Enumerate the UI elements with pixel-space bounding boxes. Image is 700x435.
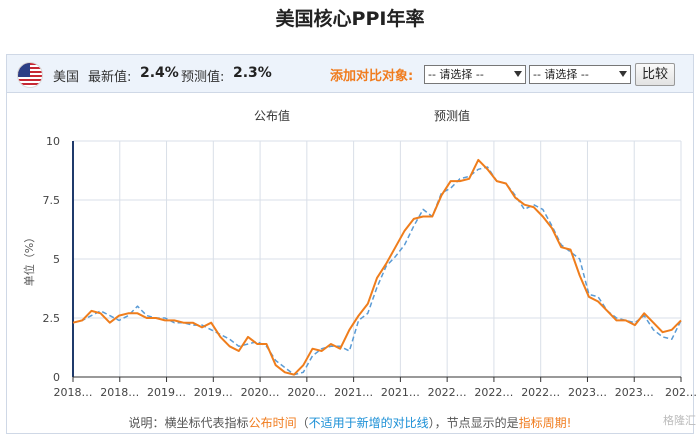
x-tick-label: 2021…: [334, 386, 373, 399]
footnote-publish-time: 公布时间: [248, 416, 297, 430]
x-tick-label: 2018…: [54, 386, 93, 399]
x-tick-label: 2023…: [615, 386, 654, 399]
page-title: 美国核心PPI年率: [275, 8, 425, 30]
compare-select-1[interactable]: -- 请选择 --: [424, 65, 526, 84]
x-tick-label: 2018…: [100, 386, 139, 399]
y-tick-label: 10: [46, 135, 60, 148]
x-tick-label: 2021…: [381, 386, 420, 399]
y-tick-label: 2.5: [43, 312, 61, 325]
x-tick-label: 2019…: [194, 386, 233, 399]
chevron-down-icon: [514, 71, 522, 77]
x-tick-label: 2022…: [428, 386, 467, 399]
series-line-actual[interactable]: [72, 158, 682, 376]
footnote-open-paren: （: [296, 416, 309, 430]
forecast-value: 2.3%: [233, 65, 272, 81]
y-axis-label: 单位（%）: [22, 232, 36, 286]
compare-select-1-value: -- 请选择 --: [428, 68, 484, 81]
x-tick-label: 202…: [665, 386, 697, 399]
legend-actual[interactable]: 公布值: [254, 109, 291, 123]
toolbar: 美国 最新值: 2.4% 预测值: 2.3% 添加对比对象: -- 请选择 --…: [7, 55, 693, 93]
y-tick-label: 0: [53, 371, 60, 384]
x-tick-label: 2019…: [147, 386, 186, 399]
footnote-prefix: 说明：横坐标代表指标: [128, 416, 249, 430]
footnote-not-applicable: 不适用于新增的对比线: [308, 416, 429, 430]
latest-value: 2.4%: [140, 65, 179, 81]
compare-select-2-value: -- 请选择 --: [533, 68, 589, 81]
footnote-suffix: !: [566, 416, 572, 430]
x-tick-label: 2023…: [568, 386, 607, 399]
x-tick-label: 2020…: [287, 386, 326, 399]
compare-button[interactable]: 比较: [635, 63, 675, 86]
compare-label: 添加对比对象:: [330, 69, 414, 84]
footnote-indicator-period: 指标周期: [518, 416, 567, 430]
y-tick-label: 7.5: [43, 194, 61, 207]
chart-panel: 美国 最新值: 2.4% 预测值: 2.3% 添加对比对象: -- 请选择 --…: [6, 54, 694, 434]
x-tick-label: 2022…: [474, 386, 513, 399]
country-name: 美国: [53, 70, 80, 85]
chevron-down-icon: [619, 71, 627, 77]
x-tick-label: 2022…: [521, 386, 560, 399]
us-flag-icon: [17, 62, 43, 88]
y-tick-label: 5: [53, 253, 60, 266]
footnote: 说明：横坐标代表指标公布时间（不适用于新增的对比线），节点显示的是指标周期!: [0, 414, 700, 431]
legend-forecast[interactable]: 预测值: [434, 109, 471, 123]
footnote-close-paren: ），节点显示的是: [428, 416, 519, 430]
series-line-forecast[interactable]: [72, 166, 682, 376]
line-chart: 0 2.5 5 7.5 10 2018… 2018… 2019… 2019… 2020… 2020……: [22, 135, 697, 399]
watermark: 格隆汇: [663, 414, 696, 427]
latest-value-label: 最新值:: [88, 70, 132, 85]
x-tick-label: 2020…: [241, 386, 280, 399]
forecast-value-label: 预测值:: [181, 70, 225, 85]
compare-select-2[interactable]: -- 请选择 --: [529, 65, 631, 84]
